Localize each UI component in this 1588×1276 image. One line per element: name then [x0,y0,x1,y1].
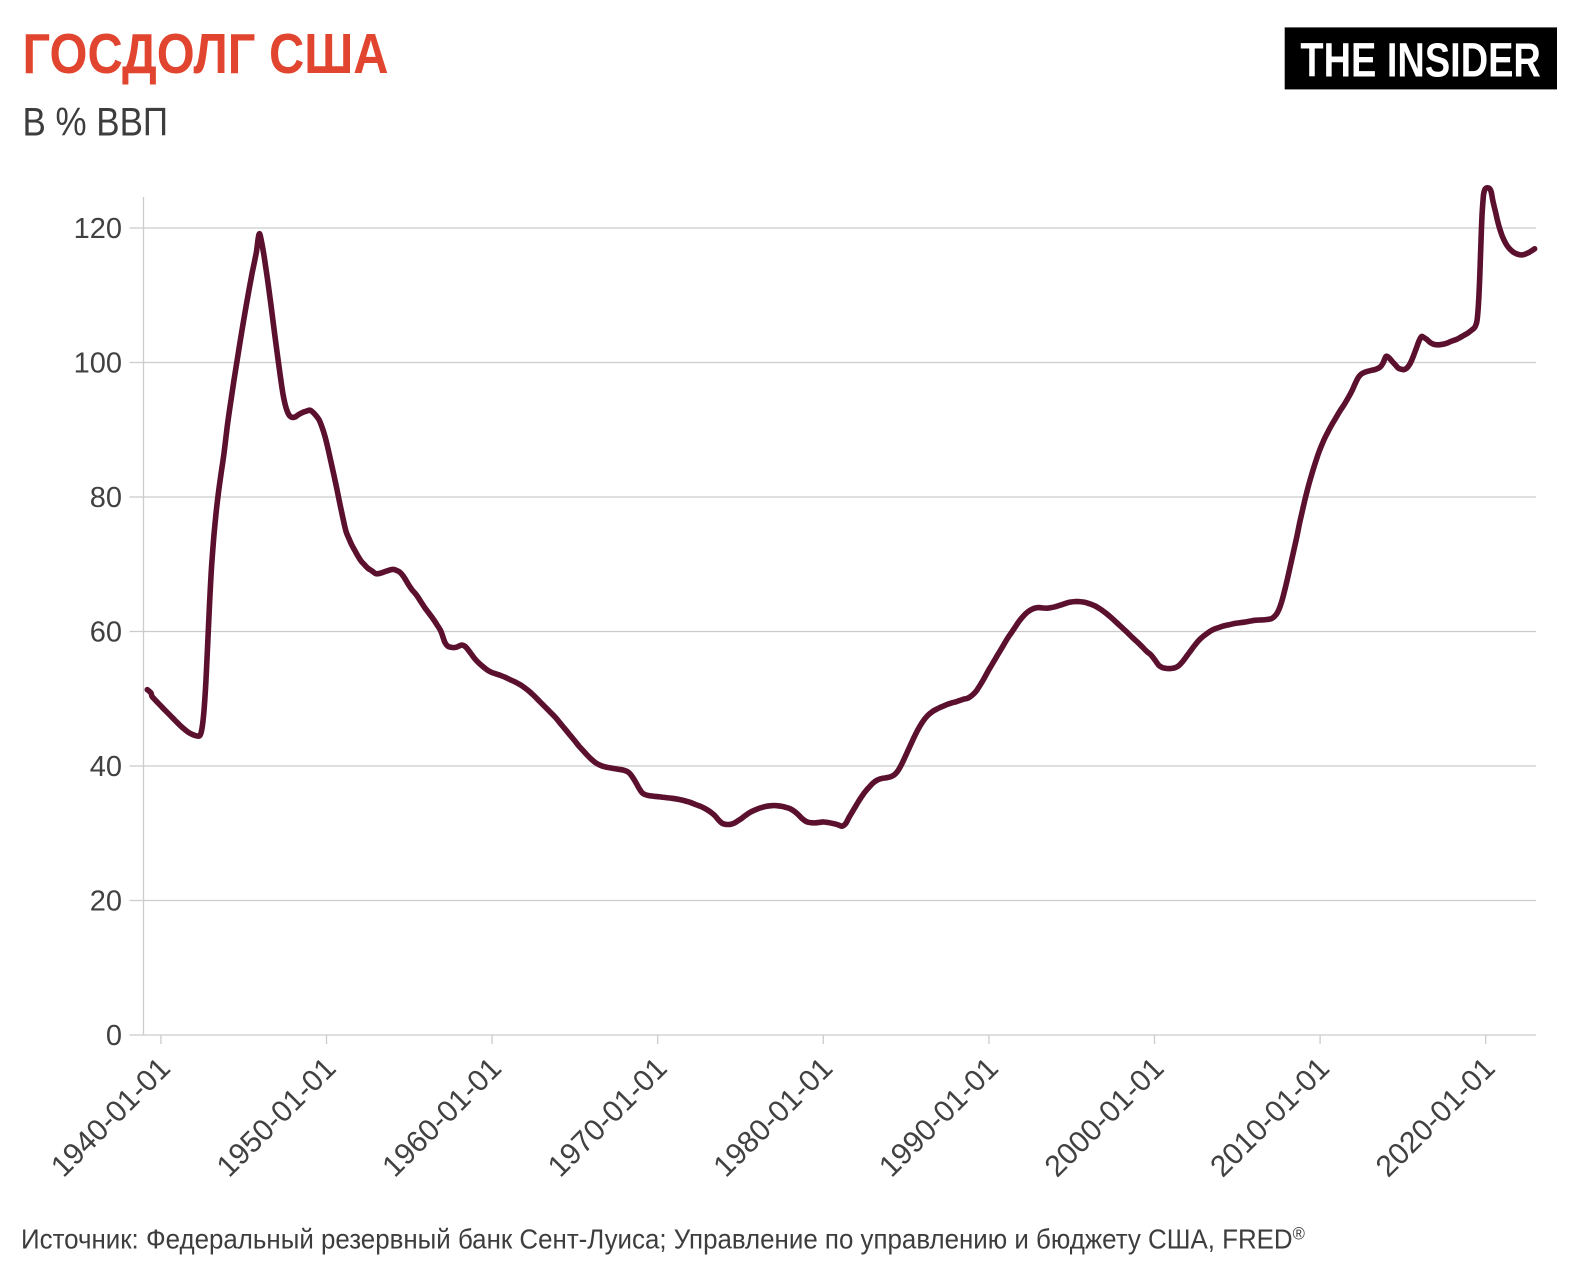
svg-text:THE INSIDER: THE INSIDER [1300,34,1540,87]
svg-text:20: 20 [90,886,122,918]
svg-text:2000-01-01: 2000-01-01 [1039,1052,1171,1184]
svg-text:2010-01-01: 2010-01-01 [1204,1052,1336,1184]
svg-text:2020-01-01: 2020-01-01 [1370,1052,1502,1184]
svg-text:0: 0 [106,1020,122,1052]
svg-text:100: 100 [74,348,122,380]
svg-text:В % ВВП: В % ВВП [23,99,169,144]
svg-text:1950-01-01: 1950-01-01 [211,1052,343,1184]
svg-text:1970-01-01: 1970-01-01 [542,1052,674,1184]
svg-text:40: 40 [90,751,122,783]
svg-text:60: 60 [90,617,122,649]
svg-text:120: 120 [74,213,122,245]
svg-text:1990-01-01: 1990-01-01 [873,1052,1005,1184]
svg-text:Источник: Федеральный резервны: Источник: Федеральный резервный банк Сен… [21,1223,1305,1255]
svg-text:1960-01-01: 1960-01-01 [376,1052,508,1184]
svg-text:ГОСДОЛГ США: ГОСДОЛГ США [23,23,389,86]
svg-text:80: 80 [90,482,122,514]
svg-text:1980-01-01: 1980-01-01 [707,1052,839,1184]
svg-text:1940-01-01: 1940-01-01 [45,1052,177,1184]
